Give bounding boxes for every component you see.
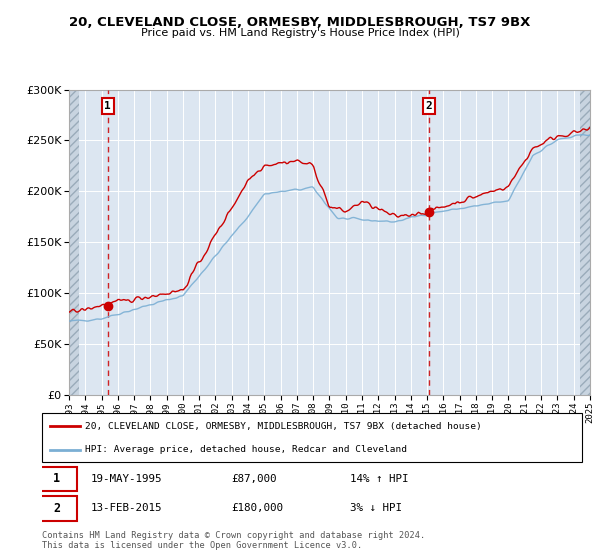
Text: 1: 1: [53, 473, 61, 486]
Text: 2: 2: [425, 101, 433, 111]
Bar: [69, 90, 79, 395]
Text: £180,000: £180,000: [231, 503, 283, 514]
FancyBboxPatch shape: [37, 466, 77, 491]
Text: 13-FEB-2015: 13-FEB-2015: [91, 503, 162, 514]
Text: 1: 1: [104, 101, 111, 111]
Text: 14% ↑ HPI: 14% ↑ HPI: [350, 474, 408, 484]
Text: 20, CLEVELAND CLOSE, ORMESBY, MIDDLESBROUGH, TS7 9BX: 20, CLEVELAND CLOSE, ORMESBY, MIDDLESBRO…: [70, 16, 530, 29]
Text: 20, CLEVELAND CLOSE, ORMESBY, MIDDLESBROUGH, TS7 9BX (detached house): 20, CLEVELAND CLOSE, ORMESBY, MIDDLESBRO…: [85, 422, 482, 431]
Bar: [580, 90, 590, 395]
Text: HPI: Average price, detached house, Redcar and Cleveland: HPI: Average price, detached house, Redc…: [85, 445, 407, 454]
Text: 19-MAY-1995: 19-MAY-1995: [91, 474, 162, 484]
Text: £87,000: £87,000: [231, 474, 277, 484]
FancyBboxPatch shape: [37, 496, 77, 521]
Text: Price paid vs. HM Land Registry's House Price Index (HPI): Price paid vs. HM Land Registry's House …: [140, 28, 460, 38]
Text: 3% ↓ HPI: 3% ↓ HPI: [350, 503, 402, 514]
FancyBboxPatch shape: [42, 413, 582, 462]
Text: Contains HM Land Registry data © Crown copyright and database right 2024.
This d: Contains HM Land Registry data © Crown c…: [42, 531, 425, 550]
Text: 2: 2: [53, 502, 61, 515]
